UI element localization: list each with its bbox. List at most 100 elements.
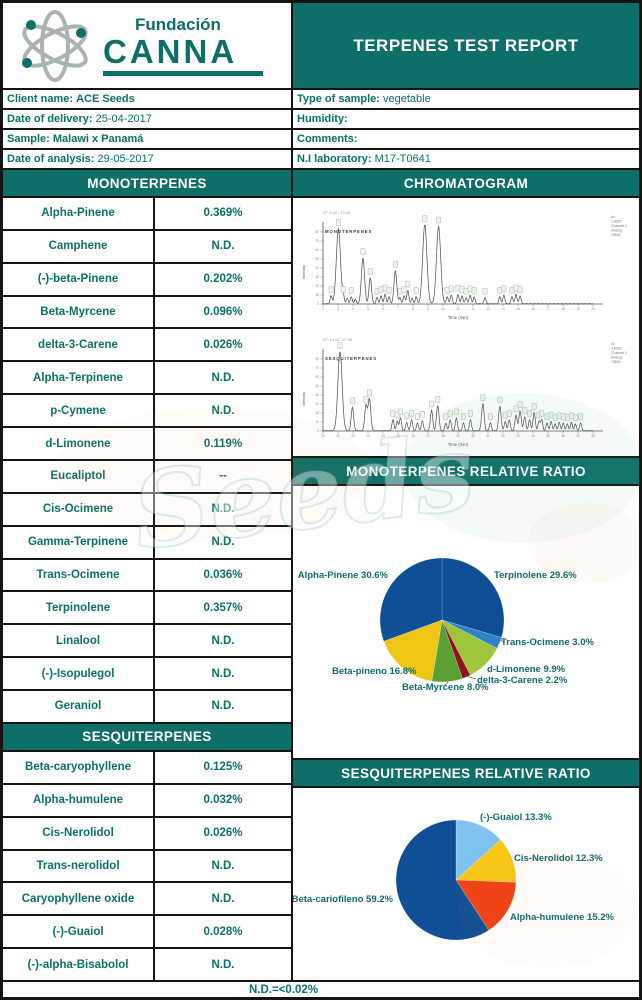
terpene-value-cell: 0.357% [155,592,291,624]
info-value: vegetable [382,93,431,105]
svg-text:26: 26 [411,434,415,438]
report-title: TERPENES TEST REPORT [293,3,639,88]
pie-label: (-)-Guaiol 13.3% [480,812,552,823]
svg-text:3.8951: 3.8951 [611,346,622,350]
terpene-name-cell: (-)-Guaiol [3,916,153,948]
svg-text:50: 50 [315,384,319,388]
terpene-value-cell: N.D. [155,493,291,525]
terpene-name-cell: Alpha-Terpinene [3,362,153,394]
pie-slice-Beta-Myrcene [431,619,463,683]
atom-icon [22,9,88,82]
brand-logo: Fundación CANNA [3,3,291,88]
terpene-name-cell: p-Cymene [3,395,153,427]
pie-slice-Cis-Nerolidol [455,839,517,883]
svg-text:40: 40 [315,393,319,397]
info-cell: Sample: Malawi x Panamá [3,130,291,148]
svg-text:32: 32 [501,434,505,438]
svg-text:10: 10 [315,420,319,424]
info-value: ACE Seeds [76,93,135,105]
svg-text:Time (min): Time (min) [448,442,469,447]
terpene-value-cell: N.D. [155,850,291,882]
terpene-name-cell: Alpha-humulene [3,784,153,816]
pie-slice-Alpha-humulene [455,879,517,931]
terpene-row: Camphene N.D. [3,230,291,262]
terpene-name-cell: (-)-alpha-Bisabolol [3,949,153,980]
sesquiterpenes-pie-chart: (-)-Guaiol 13.3% Cis-Nerolidol 12.3% Alpha… [293,788,639,980]
svg-text:19: 19 [576,307,580,311]
info-cell: Humidity: [293,110,639,128]
sample-info-grid: Client name: ACE Seeds Type of sample: ve… [3,90,639,168]
svg-text:21: 21 [336,434,340,438]
pie-slice-delta-3-Carene [441,619,471,679]
terpene-row: Terpinolene 0.357% [3,592,291,624]
info-value: Malawi x Panamá [52,133,144,145]
svg-text:17: 17 [546,307,550,311]
svg-text:10: 10 [441,307,445,311]
terpene-name-cell: Trans-nerolidol [3,850,153,882]
svg-text:2: 2 [322,307,324,311]
svg-text:7: 7 [397,307,399,311]
terpene-value-cell: N.D. [155,625,291,657]
terpene-row: Cis-Nerolidol 0.026% [3,817,291,849]
svg-text:14: 14 [501,307,505,311]
terpene-name-cell: Caryophyllene oxide [3,883,153,915]
info-cell: Date of analysis: 29-05-2017 [3,150,291,168]
info-label: N.I laboratory: [297,153,375,165]
svg-text:24: 24 [381,434,385,438]
terpene-name-cell: Cis-Nerolidol [3,817,153,849]
svg-text:3: 3 [337,307,339,311]
terpene-value-cell: 0.369% [155,198,291,229]
info-label: Date of delivery: [7,113,96,125]
terpene-row: p-Cymene N.D. [3,395,291,427]
svg-text:9: 9 [427,307,429,311]
svg-text:36: 36 [561,434,565,438]
pie-label: Terpinolene 29.6% [494,570,577,581]
info-label: Sample: [7,133,53,145]
svg-text:RT: 14.03 - 27.58: RT: 14.03 - 27.58 [323,338,352,342]
terpene-row: delta-3-Carene 0.026% [3,329,291,361]
terpene-row: Cis-Ocimene N.D. [3,493,291,525]
mono-ratio-header: MONOTERPENES RELATIVE RATIO [293,458,639,484]
terpene-row: Geraniol N.D. [3,691,291,722]
pie-slice-Beta-pineno [383,619,443,682]
info-label: Date of analysis: [7,153,98,165]
pie-slice-d-Limonene [441,619,498,676]
svg-text:78841: 78841 [611,233,621,237]
svg-text:6: 6 [382,307,384,311]
report-header: Fundación CANNA TERPENES TEST REPORT [3,3,639,88]
terpene-row: Alpha-Pinene 0.369% [3,198,291,229]
svg-text:30: 30 [471,434,475,438]
pie-label: Trans-Ocimene 3.0% [501,637,594,648]
info-cell: Client name: ACE Seeds [3,90,291,108]
terpene-value-cell: N.D. [155,658,291,690]
pie-label: d-Limonene 9.9% [487,664,566,675]
terpene-name-cell: Alpha-Pinene [3,198,153,229]
terpene-name-cell: (-)-Isopulegol [3,658,153,690]
chromatogram-plot-monoterpenes: 0 10 20 30 40 50 60 70 80 2 3 4 5 6 7 8 9 10 11 12 13 14 15 16 1… [293,201,637,326]
terpene-value-cell: N.D. [155,362,291,394]
monoterpenes-pie-chart: Terpinolene 29.6% Trans-Ocimene 3.0% d-Lim… [293,486,639,758]
terpene-name-cell: Beta-caryophyllene [3,751,153,783]
svg-text:MONOTERPENES: MONOTERPENES [325,229,372,234]
terpene-row: Caryophyllene oxide N.D. [3,883,291,915]
svg-text:Channel 1: Channel 1 [611,351,627,355]
brand-line2: CANNA [103,32,238,70]
svg-text:22: 22 [351,434,355,438]
terpene-value-cell: -- [155,460,291,492]
pie-label: Beta-Myrcene 8.0% [402,682,489,693]
terpene-value-cell: 0.026% [155,817,291,849]
terpene-value-cell: N.D. [155,883,291,915]
info-cell: Date of delivery: 25-04-2017 [3,110,291,128]
svg-text:30: 30 [315,275,319,279]
brand-name: Fundación CANNA [103,16,263,76]
pie-slice-Beta-cariofileno [395,819,490,941]
terpene-row: (-)-beta-Pinene 0.202% [3,263,291,295]
info-value: 25-04-2017 [95,113,152,125]
svg-text:28: 28 [441,434,445,438]
svg-text:20: 20 [321,434,325,438]
svg-text:10: 10 [315,293,319,297]
svg-text:12: 12 [471,307,475,311]
terpene-name-cell: (-)-beta-Pinene [3,263,153,295]
charts-column: CHROMATOGRAM 0 10 20 30 40 50 60 70 80 2 3 4 5 6 7 8 9 10… [293,170,639,980]
